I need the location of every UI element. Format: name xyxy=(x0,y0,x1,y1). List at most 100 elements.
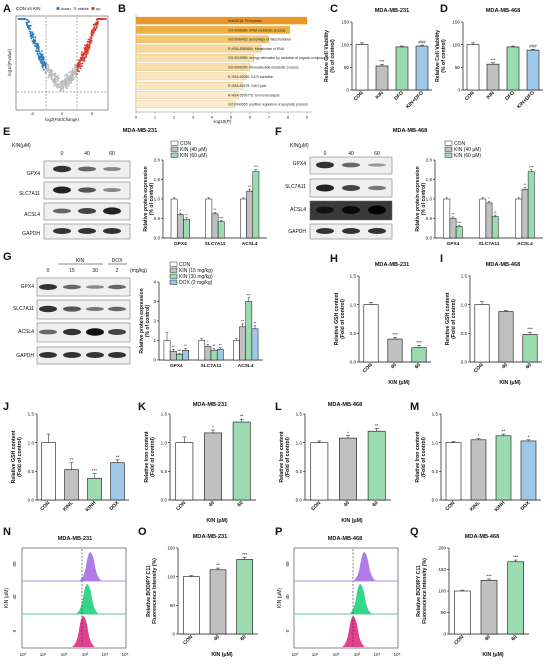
chart-y-label: (% of control) xyxy=(330,39,336,73)
bar xyxy=(506,46,520,91)
western-blot-e: MDA-MB-231 KIN(μM) 0 40 60 GPX4 SLC7A11 … xyxy=(12,128,158,240)
panel-letter-k: K xyxy=(138,401,146,413)
category-label: DFO xyxy=(504,90,516,102)
bar xyxy=(240,198,247,239)
flow-histogram xyxy=(342,616,365,647)
bar xyxy=(64,469,79,501)
volcano-point xyxy=(69,80,71,82)
volcano-point xyxy=(47,65,50,68)
volcano-point xyxy=(75,71,77,73)
category-label: CON xyxy=(353,90,365,102)
volcano-point xyxy=(85,49,88,52)
volcano-point xyxy=(68,72,70,74)
volcano-point xyxy=(94,29,97,32)
significance-label: ** xyxy=(253,322,256,326)
bar xyxy=(251,328,259,361)
flow-xtick: 10³ xyxy=(354,652,361,657)
bar xyxy=(232,421,251,501)
significance-label: * xyxy=(212,425,214,430)
flow-xtick: 10⁰ xyxy=(292,652,299,657)
chart-y-label: (Fold of control) xyxy=(150,437,156,477)
volcano-point xyxy=(66,78,68,81)
volcano-point xyxy=(45,70,47,73)
volcano-point xyxy=(48,71,50,74)
chart-ytick-label: 0.0 xyxy=(154,236,161,241)
flow-xtick: 10⁰ xyxy=(20,652,27,657)
flow-xtick: 10¹ xyxy=(40,652,47,657)
wb-g-label-gpx4: GPX4 xyxy=(21,284,35,290)
wb-band xyxy=(316,161,334,169)
chart-ytick-label: 1.5 xyxy=(28,412,35,417)
bar xyxy=(367,430,386,501)
bar xyxy=(170,198,178,239)
category-label: KINH xyxy=(85,500,98,513)
volcano-point xyxy=(81,59,84,61)
volcano-point xyxy=(36,52,39,55)
enrich-term: GO:0009259: ribonucleotide metabolic pro… xyxy=(228,66,299,70)
wb-f-label-acsl4: ACSL4 xyxy=(290,207,306,213)
chart-y-label: Relative GSH content xyxy=(445,292,451,345)
wb-e-title: MDA-MB-231 xyxy=(123,128,158,134)
chart-ytick-label: 0 xyxy=(443,632,446,637)
enrich-ticks: 0 1 2 3 4 5 6 7 8 9 xyxy=(135,112,309,120)
enrich-terms: hsa04216: Ferroptosis GO:0006396: tRNA me… xyxy=(228,19,329,107)
enrich-tick-label: 1 xyxy=(154,115,157,120)
significance-label: *** xyxy=(392,332,397,337)
volcano-point xyxy=(38,52,41,55)
chart-ytick-label: 0 xyxy=(153,358,156,363)
volcano-plot: CON vs KIN down stable up -5 0 5 log2(Fo… xyxy=(7,6,109,122)
chart-y-label: (Fold of control) xyxy=(285,437,291,477)
chart-e: 0.00.51.01.52.0***GPX4*****SLC7A11*****A… xyxy=(143,140,267,247)
chart-ytick-label: 1.5 xyxy=(154,177,161,182)
wb-band xyxy=(108,284,126,290)
chart-ytick-label: 3 xyxy=(153,299,156,304)
significance-label: ** xyxy=(216,563,220,568)
bar xyxy=(491,216,499,239)
volcano-xtick: 0 xyxy=(61,111,64,116)
chart-ytick-label: 0.5 xyxy=(350,331,357,336)
chart-ytick-label: 1.5 xyxy=(461,274,468,279)
volcano-point xyxy=(90,32,93,34)
chart-y-label: Fluorescence Intensity (%) xyxy=(152,558,158,624)
chart-y-label: Relative protein expression xyxy=(139,288,145,353)
panel-letter-e: E xyxy=(3,126,10,138)
chart-ytick-label: 0.5 xyxy=(154,216,161,221)
wb-band xyxy=(86,352,104,358)
category-label: CON xyxy=(464,90,476,102)
wb-g-dose: 2 xyxy=(116,268,119,274)
significance-label: ### xyxy=(529,44,537,49)
flow-p-y-label: KIN (μM) xyxy=(277,588,283,608)
chart-ytick-label: 0.5 xyxy=(432,469,439,474)
category-label: CON xyxy=(453,634,465,646)
volcano-point xyxy=(62,89,65,92)
bar xyxy=(495,435,512,501)
legend-swatch xyxy=(169,279,178,285)
category-label: KIN xyxy=(375,90,386,101)
volcano-point xyxy=(64,75,66,77)
volcano-point xyxy=(72,73,75,76)
significance-label: ** xyxy=(524,183,527,187)
bar xyxy=(169,350,177,361)
chart-title: MDA-MB-468 xyxy=(486,8,521,14)
bar xyxy=(183,576,200,635)
chart-ytick-label: 0.0 xyxy=(426,236,433,241)
enrich-tick-label: 4 xyxy=(211,115,214,120)
panel-letter-a: A xyxy=(3,3,11,15)
significance-label: *** xyxy=(457,221,462,225)
flow-row-label: 60 xyxy=(285,561,290,567)
volcano-point xyxy=(26,18,28,21)
significance-label: ** xyxy=(184,344,187,348)
volcano-point xyxy=(86,40,89,43)
wb-f-label-gapdh: GAPDH xyxy=(288,229,306,235)
volcano-point xyxy=(85,53,87,56)
volcano-y-label: -log10(P.value) xyxy=(7,48,12,76)
panel-letter-n: N xyxy=(3,526,11,538)
chart-h: MDA-MB-231 0.0 0.5 1.0 1.5 Relative GSH conte… xyxy=(334,262,431,386)
legend-label: KIN (30 mg/kg) xyxy=(179,274,213,280)
panel-letter-c: C xyxy=(330,3,338,15)
volcano-point xyxy=(28,24,31,27)
volcano-point xyxy=(59,86,62,89)
chart-y-label: Relative BODIPY C11 xyxy=(146,565,152,617)
significance-label: ** xyxy=(452,213,455,217)
